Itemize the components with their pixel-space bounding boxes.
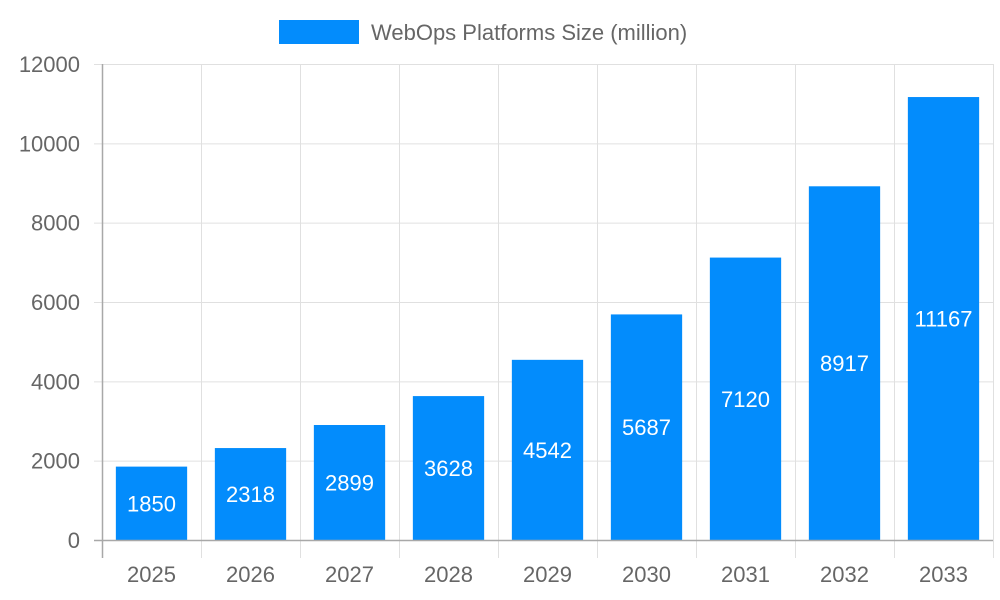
- bar-value-label: 2899: [325, 471, 374, 496]
- bar-2025[interactable]: [115, 466, 188, 540]
- bar-value-label: 8917: [820, 351, 869, 376]
- bar-2028[interactable]: [412, 396, 485, 540]
- axis-lines: [94, 64, 993, 558]
- x-tick-label: 2032: [820, 562, 869, 587]
- legend-swatch: [279, 20, 359, 44]
- x-tick-label: 2029: [523, 562, 572, 587]
- bar-2030[interactable]: [610, 314, 683, 540]
- x-tick-label: 2028: [424, 562, 473, 587]
- bar-value-label: 3628: [424, 456, 473, 481]
- y-tick-label: 4000: [31, 369, 80, 394]
- x-axis: 2025 2026 2027 2028 2029 2030 2031 2032 2033: [127, 562, 968, 587]
- y-axis: 0 2000 4000 6000 8000 10000 12000: [19, 52, 80, 553]
- y-tick-label: 8000: [31, 211, 80, 236]
- x-tick-label: 2033: [919, 562, 968, 587]
- y-tick-label: 6000: [31, 290, 80, 315]
- bar-value-label: 11167: [915, 307, 973, 332]
- bar-2032[interactable]: [808, 186, 881, 540]
- bar-2029[interactable]: [511, 359, 584, 540]
- bar-2027[interactable]: [313, 425, 386, 540]
- bar-value-label: 1850: [127, 491, 176, 516]
- bar-value-label: 2318: [226, 482, 275, 507]
- x-tick-label: 2026: [226, 562, 275, 587]
- y-tick-label: 0: [68, 528, 80, 553]
- legend-label: WebOps Platforms Size (million): [371, 20, 687, 45]
- bar-2033[interactable]: [907, 97, 980, 541]
- x-tick-label: 2027: [325, 562, 374, 587]
- x-tick-label: 2030: [622, 562, 671, 587]
- bar-value-label: 7120: [721, 387, 770, 412]
- y-tick-label: 2000: [31, 449, 80, 474]
- bar-2026[interactable]: [214, 448, 287, 540]
- legend[interactable]: WebOps Platforms Size (million): [279, 20, 687, 45]
- x-tick-label: 2031: [721, 562, 770, 587]
- x-tick-label: 2025: [127, 562, 176, 587]
- y-tick-label: 10000: [19, 131, 80, 156]
- bar-value-label: 5687: [622, 415, 671, 440]
- gridlines: [94, 64, 994, 558]
- bar-value-label: 4542: [523, 438, 572, 463]
- bars: 1850 2318 2899 3628 4542 5687 7120 8917 11167: [115, 97, 980, 541]
- bar-2031[interactable]: [709, 257, 782, 540]
- y-tick-label: 12000: [19, 52, 80, 77]
